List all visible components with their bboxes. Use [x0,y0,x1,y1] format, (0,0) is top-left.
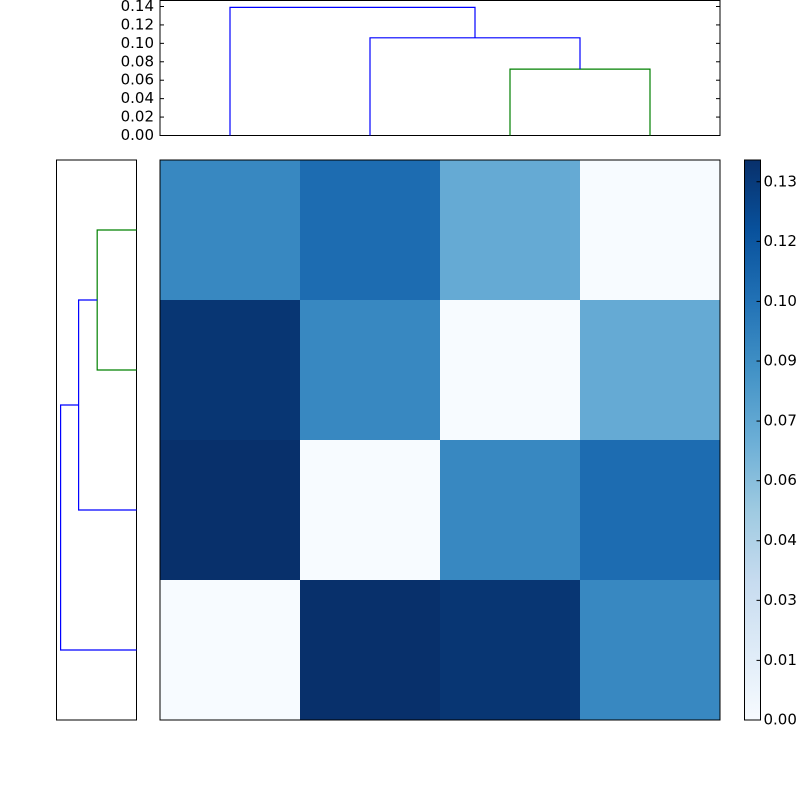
heatmap-cell [440,160,581,301]
heatmap-cell [300,300,441,441]
heatmap-cell [440,300,581,441]
y-tick-label: 0.12 [121,15,154,33]
heatmap-cell [300,160,441,301]
dendrogram-link [509,68,651,136]
colorbar-tick-label: 0.10 [764,292,797,310]
heatmap-cell [580,440,721,581]
colorbar [744,159,761,721]
heatmap-cell [580,580,721,721]
y-tick-label: 0.04 [121,89,154,107]
axes-frame [159,0,721,136]
axes-frame [159,159,721,721]
heatmap-cell [580,300,721,441]
heatmap-cell [160,300,301,441]
heatmap-cell [440,580,581,721]
heatmap-cell [300,580,441,721]
dendrogram-link [229,6,476,136]
colorbar-tick-label: 0.09 [764,352,797,370]
colorbar-tick-label: 0.03 [764,591,797,609]
heatmap-cell [160,580,301,721]
colorbar-tick-label: 0.01 [764,651,797,669]
heatmap-cell [300,440,441,581]
axes-frame [56,159,137,721]
heatmap-cell [160,160,301,301]
colorbar-tick-label: 0.07 [764,412,797,430]
colorbar-tick-label: 0.04 [764,531,797,549]
y-tick-label: 0.00 [121,126,154,144]
dendrogram-link [78,299,137,511]
y-tick-label: 0.06 [121,71,154,89]
y-tick-label: 0.10 [121,34,154,52]
dendrogram-link [96,229,137,371]
dendrogram-link [369,37,581,136]
colorbar-tick-label: 0.00 [764,711,797,729]
heatmap-cell [580,160,721,301]
heatmap-cell [160,440,301,581]
y-tick-label: 0.02 [121,108,154,126]
colorbar-tick-label: 0.06 [764,471,797,489]
colorbar-tick-label: 0.13 [764,172,797,190]
dendrogram-link [59,404,137,651]
heatmap-cell [440,440,581,581]
colorbar-tick-label: 0.12 [764,232,797,250]
y-tick-label: 0.08 [121,52,154,70]
y-tick-label: 0.14 [121,0,154,15]
